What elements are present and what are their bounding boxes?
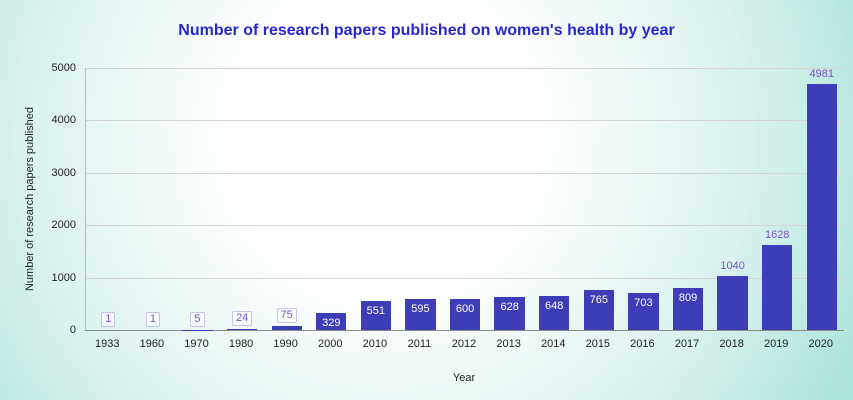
bar-value-label: 600	[455, 302, 475, 315]
bar-group: 595	[398, 68, 443, 330]
bar-value-label: 595	[411, 302, 430, 315]
gridline	[86, 172, 844, 174]
y-tick-label: 2000	[51, 219, 76, 232]
x-tick-label: 2015	[585, 338, 611, 350]
bar-value-label: 1	[101, 311, 116, 327]
y-tick-label: 4000	[51, 114, 76, 127]
bar-group: 703	[621, 68, 666, 330]
bar-value-label: 551	[366, 305, 386, 318]
bar-group: 1	[131, 68, 176, 330]
gridline	[86, 120, 844, 122]
x-tick-label: 1990	[273, 338, 298, 350]
x-tick-label: 2011	[407, 338, 432, 350]
bar-group: 600	[443, 68, 488, 330]
bar: 809	[672, 287, 704, 330]
bar-value-label: 329	[322, 316, 341, 329]
x-tick-label: 2018	[719, 338, 744, 350]
bar-value-label: 24	[231, 310, 253, 326]
bar-group: 551	[354, 68, 399, 330]
bar-series: 1 1 5 24 75 329 551 595 600 628 648 765 703 809 1040 16…	[86, 68, 844, 330]
bar-group: 628	[487, 68, 532, 330]
x-tick-label: 2017	[674, 338, 700, 350]
bar-group: 4981	[800, 68, 845, 330]
bar: 551	[360, 301, 392, 330]
x-tick-label: 2014	[540, 338, 566, 350]
bar-value-label: 4981	[809, 68, 835, 80]
bar: 648	[539, 296, 570, 330]
bar	[762, 244, 793, 330]
bar-group: 75	[264, 68, 309, 330]
bar-group: 24	[220, 68, 265, 330]
x-tick-label: 1960	[139, 338, 165, 350]
bar: 600	[449, 298, 481, 330]
x-tick-label: 2013	[496, 338, 521, 350]
bar-group: 765	[577, 68, 622, 330]
bar-value-label: 628	[500, 301, 519, 314]
bar: 329	[316, 312, 347, 330]
bar-value-label: 5	[190, 311, 205, 327]
bar-group: 329	[309, 68, 354, 330]
bar-value-label: 1040	[720, 259, 745, 272]
bar-value-label: 648	[545, 300, 564, 313]
bar	[271, 326, 302, 330]
x-tick-label: 2000	[318, 338, 343, 350]
chart-title: Number of research papers published on w…	[178, 22, 675, 39]
gridline	[86, 225, 844, 227]
y-tick-label: 3000	[51, 166, 76, 179]
bar: 628	[494, 297, 525, 330]
bar-group: 809	[666, 68, 711, 330]
bar	[717, 275, 748, 330]
y-tick-label: 5000	[51, 62, 76, 74]
bar: 765	[583, 289, 614, 330]
x-tick-label: 1980	[228, 338, 254, 350]
bar: 595	[405, 298, 436, 330]
gridline	[86, 277, 844, 279]
gridline	[86, 68, 844, 69]
y-axis-tick-labels: 0 1000 2000 3000 4000 5000	[38, 62, 80, 336]
x-axis-title: Year	[452, 372, 476, 384]
bar	[806, 84, 837, 330]
x-tick-label: 2016	[630, 338, 655, 350]
bar-value-label: 1628	[764, 228, 790, 241]
bar-value-label: 1	[145, 311, 160, 327]
bar-group: 1	[86, 68, 131, 330]
bar-value-label: 703	[634, 297, 653, 310]
bar-group: 1628	[755, 68, 800, 330]
x-tick-label: 2010	[362, 338, 388, 350]
x-tick-label: 1970	[184, 338, 209, 350]
bar-group: 648	[532, 68, 577, 330]
bar-group: 1040	[710, 68, 755, 330]
bar: 703	[628, 293, 659, 330]
bar-group: 5	[175, 68, 220, 330]
x-tick-label: 2012	[451, 338, 477, 350]
x-axis-tick-labels: 1933 1960 1970 1980 1990 2000 2010 2011 2012 2013…	[85, 338, 843, 350]
bar-value-label: 75	[276, 308, 297, 324]
x-tick-label: 2020	[808, 338, 834, 350]
y-tick-label: 1000	[51, 271, 76, 284]
bar-value-label: 809	[678, 291, 698, 304]
bar-value-label: 765	[589, 293, 608, 306]
bar	[226, 328, 258, 330]
x-tick-label: 1933	[95, 338, 120, 350]
plot-area: 1 1 5 24 75 329 551 595 600 628 648 765 703 809 1040 16…	[85, 68, 844, 331]
x-tick-label: 2019	[763, 338, 789, 350]
y-axis-title: Number of research papers published	[24, 106, 36, 292]
y-tick-label: 0	[69, 324, 76, 336]
